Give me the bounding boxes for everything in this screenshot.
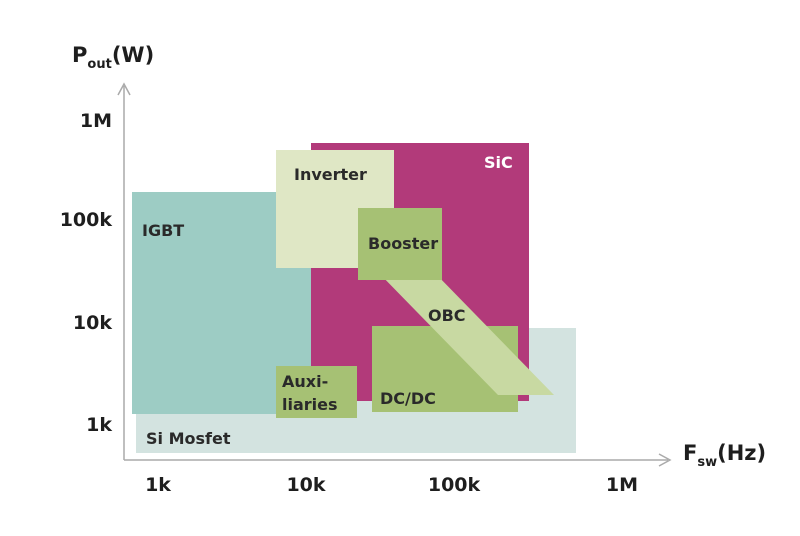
y-tick-label: 100k [60, 209, 113, 231]
booster-label: Booster [368, 234, 438, 253]
obc-region [378, 272, 554, 395]
igbt-label: IGBT [142, 221, 184, 240]
y-tick-label: 1k [86, 414, 112, 436]
auxiliaries-region [276, 366, 357, 418]
y-axis-arrow-icon [117, 82, 131, 96]
dcdc-label: DC/DC [380, 389, 436, 408]
y-axis-title: Pout(W) [72, 43, 154, 72]
x-tick-label: 100k [428, 474, 481, 496]
x-axis-title: Fsw(Hz) [683, 441, 766, 470]
sic-label: SiC [484, 153, 513, 172]
booster-region [358, 208, 442, 280]
x-tick-label: 1M [606, 474, 638, 496]
x-axis-arrow-icon [658, 453, 672, 467]
y-tick-label: 10k [73, 312, 112, 334]
auxiliaries-label-line1: Auxi- [282, 372, 328, 391]
obc-label: OBC [428, 306, 466, 325]
inverter-label: Inverter [294, 165, 367, 184]
x-tick-label: 1k [145, 474, 171, 496]
x-tick-label: 10k [286, 474, 325, 496]
auxiliaries-label-line2: liaries [282, 395, 338, 414]
y-tick-label: 1M [80, 110, 112, 132]
si-mosfet-label: Si Mosfet [146, 429, 231, 448]
